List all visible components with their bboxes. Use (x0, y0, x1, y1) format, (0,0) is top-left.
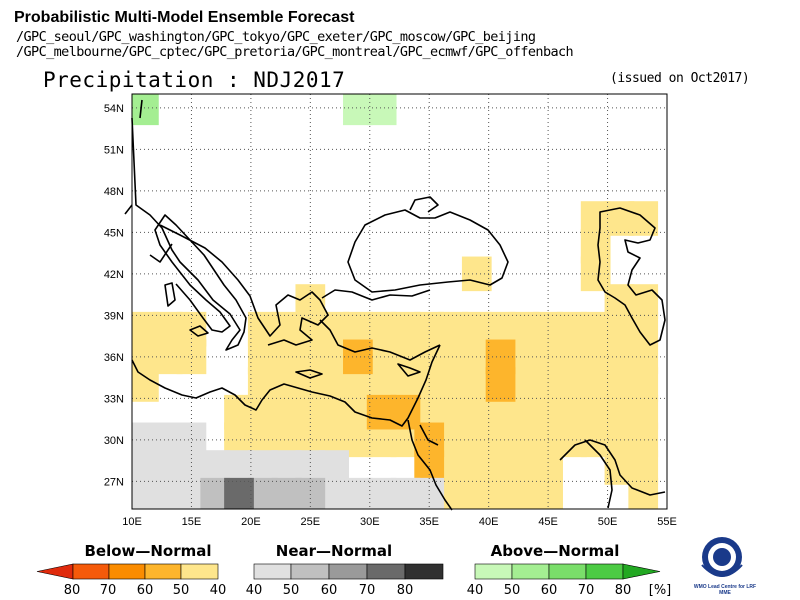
x-tick-label: 35E (419, 516, 439, 528)
legend-swatch-below (36, 563, 74, 580)
map-frame (131, 93, 668, 510)
legend-label-above: 60 (541, 583, 558, 598)
probability-cell-near (414, 477, 445, 509)
y-axis-labels: 27N 30N 33N 36N 39N 42N 45N 48N 51N 54N (104, 103, 124, 489)
legend-label-above: 50 (504, 583, 521, 598)
legend-label-near: 40 (246, 583, 263, 598)
x-tick-label: 30E (360, 516, 380, 528)
y-tick-label: 45N (104, 227, 124, 239)
x-tick-label: 40E (479, 516, 499, 528)
legend-label-near: 80 (397, 583, 414, 598)
legend-label-above: 80 (615, 583, 632, 598)
legend-swatch-above (548, 563, 587, 580)
legend-label-near: 70 (359, 583, 376, 598)
probability-cell-below (485, 367, 516, 402)
legend-swatch-above (511, 563, 550, 580)
legend-swatch-above (474, 563, 513, 580)
legend-label-below: 80 (64, 583, 81, 598)
probability-cell-near (295, 477, 326, 509)
legend: Below—Normal Near—Normal Above—Normal 80 70 6… (36, 542, 672, 598)
wmo-logo-icon (701, 537, 743, 577)
x-tick-label: 50E (598, 516, 618, 528)
legend-swatch-below (72, 563, 110, 580)
x-tick-label: 45E (538, 516, 558, 528)
legend-swatch-near (404, 563, 444, 580)
y-tick-label: 48N (104, 186, 124, 198)
legend-label-near: 50 (283, 583, 300, 598)
legend-swatch-below (144, 563, 182, 580)
legend-unit: [%] (649, 583, 672, 598)
y-tick-label: 42N (104, 269, 124, 281)
y-tick-label: 51N (104, 144, 124, 156)
y-tick-label: 36N (104, 352, 124, 364)
legend-swatch-near (290, 563, 330, 580)
legend-label-near: 60 (321, 583, 338, 598)
probability-cell-below (533, 477, 563, 509)
probability-cell-above (132, 94, 159, 126)
legend-swatch-below (180, 563, 219, 580)
y-tick-label: 33N (104, 393, 124, 405)
probability-cell-above (366, 94, 397, 126)
issued-date: (issued on Oct2017) (610, 71, 750, 86)
x-tick-label: 55E (657, 516, 677, 528)
legend-title-below: Below—Normal (84, 542, 211, 560)
x-tick-label: 15E (182, 516, 202, 528)
x-tick-label: 10E (122, 516, 142, 528)
y-tick-label: 39N (104, 310, 124, 322)
legend-label-below: 70 (100, 583, 117, 598)
gpc-list-line-1: /GPC_seoul/GPC_washington/GPC_tokyo/GPC_… (16, 29, 536, 45)
legend-label-below: 60 (137, 583, 154, 598)
coastlines (124, 99, 666, 511)
probability-cell-near (224, 477, 254, 509)
x-tick-label: 25E (301, 516, 321, 528)
x-tick-label: 20E (241, 516, 261, 528)
probability-cell-below (176, 339, 207, 375)
legend-swatch-near (328, 563, 368, 580)
legend-label-below: 40 (210, 583, 227, 598)
y-tick-label: 30N (104, 435, 124, 447)
legend-swatch-below (108, 563, 146, 580)
probability-cells (132, 94, 659, 509)
y-tick-label: 54N (104, 103, 124, 115)
legend-swatch-above (585, 563, 624, 580)
legend-swatch-above (622, 563, 661, 580)
legend-title-above: Above—Normal (491, 542, 620, 560)
y-tick-label: 27N (104, 476, 124, 488)
probability-cell-below (343, 339, 373, 375)
gpc-list-line-2: /GPC_melbourne/GPC_cptec/GPC_pretoria/GP… (16, 44, 574, 60)
x-axis-labels: 10E 15E 20E 25E 30E 35E 40E 45E 50E 55E (122, 516, 677, 528)
variable-title: Precipitation : NDJ2017 (43, 68, 346, 92)
legend-label-above: 70 (578, 583, 595, 598)
legend-label-above: 40 (467, 583, 484, 598)
probability-cell-below (628, 477, 659, 509)
legend-label-below: 50 (173, 583, 190, 598)
legend-title-near: Near—Normal (276, 542, 392, 560)
legend-swatch-near (366, 563, 406, 580)
forecast-title: Probabilistic Multi-Model Ensemble Forec… (14, 9, 355, 26)
legend-swatch-near (253, 563, 292, 580)
logo-caption: WMO Lead Centre for LRF MME (693, 584, 757, 596)
probability-cell-below (132, 367, 159, 402)
